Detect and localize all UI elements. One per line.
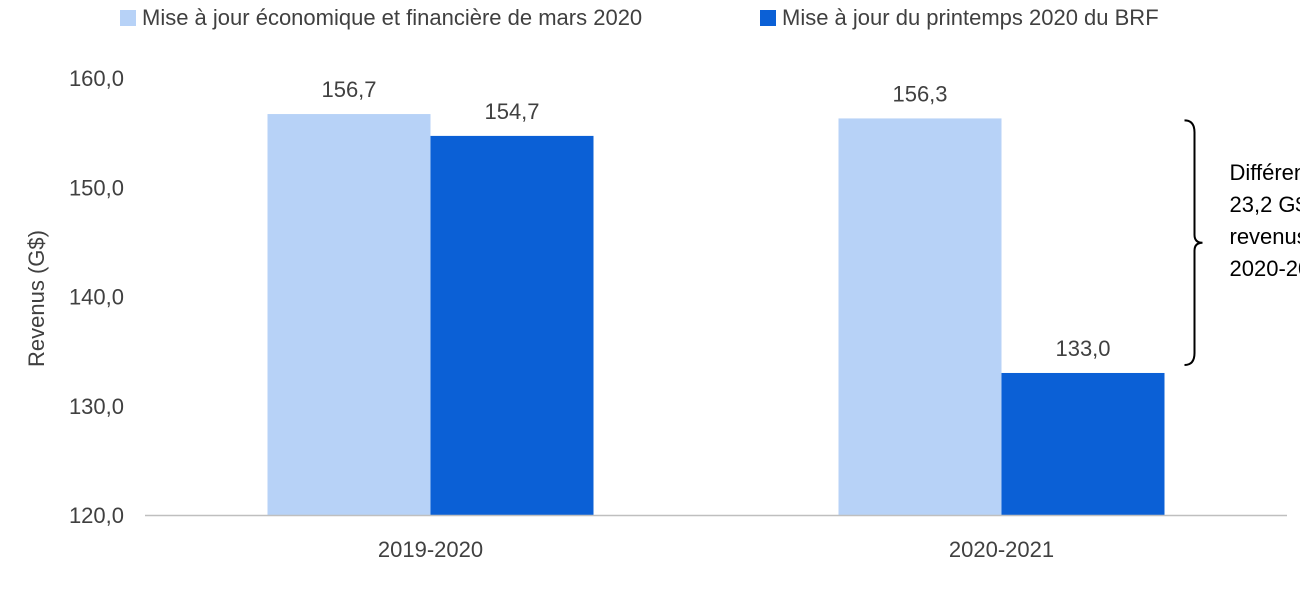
annotation: Différence de 23,2 G$ dans les revenus pré… [1185,120,1300,365]
legend-label-1: Mise à jour économique et financière de … [142,5,642,30]
legend-swatch-2 [760,10,776,26]
bar-value-label: 156,3 [892,81,947,106]
bar-2019-2020-series-2 [431,136,594,515]
annotation-text-line: Différence de [1230,160,1300,185]
y-axis-label: Revenus (G$) [24,230,49,367]
x-tick-label: 2020-2021 [949,537,1054,562]
bars: 156,7 154,7 156,3 133,0 [268,77,1165,515]
bar-value-label: 133,0 [1055,336,1110,361]
y-tick-label: 140,0 [69,285,124,310]
legend-swatch-1 [120,10,136,26]
x-tick-label: 2019-2020 [378,537,483,562]
y-tick-label: 130,0 [69,394,124,419]
difference-bracket [1185,120,1203,365]
y-tick-label: 160,0 [69,66,124,91]
annotation-text-line: 23,2 G$ dans les [1230,192,1300,217]
legend: Mise à jour économique et financière de … [120,5,1159,30]
bar-value-label: 156,7 [321,77,376,102]
bar-2019-2020-series-1 [268,114,431,515]
y-tick-label: 150,0 [69,175,124,200]
legend-label-2: Mise à jour du printemps 2020 du BRF [782,5,1159,30]
annotation-text-line: 2020-2021 [1230,256,1300,281]
x-axis: 2019-2020 2020-2021 [145,516,1287,563]
y-axis: Revenus (G$) 120,0 130,0 140,0 150,0 160,0 [24,66,124,528]
y-tick-label: 120,0 [69,503,124,528]
bar-2020-2021-series-2 [1002,373,1165,515]
annotation-text-line: revenus prévus pour [1230,224,1300,249]
bar-2020-2021-series-1 [839,118,1002,515]
bar-value-label: 154,7 [484,99,539,124]
